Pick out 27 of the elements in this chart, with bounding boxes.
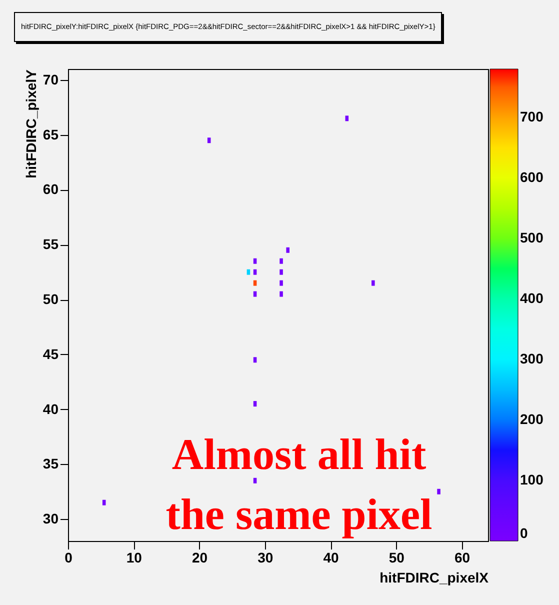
y-axis-title: hitFDIRC_pixelY	[22, 68, 39, 178]
y-tick-label: 50	[42, 291, 59, 308]
x-tick-label: 10	[126, 550, 142, 566]
color-bar-label: 700	[520, 108, 544, 124]
color-bar-label: 300	[520, 350, 544, 366]
annotation: Almost all hit the same pixel	[166, 430, 432, 540]
x-tick-label: 50	[388, 550, 405, 566]
y-tick-label: 55	[42, 236, 59, 252]
color-bar-label: 500	[520, 229, 544, 246]
color-bar-label: 200	[520, 410, 544, 427]
color-bar-label: 0	[520, 525, 528, 541]
color-bar-label: 400	[520, 290, 544, 306]
y-tick-label: 65	[42, 126, 59, 142]
y-tick-label: 45	[42, 346, 59, 362]
x-axis-title: hitFDIRC_pixelX	[380, 570, 490, 586]
y-tick-label: 70	[42, 71, 59, 88]
x-tick-label: 60	[454, 550, 470, 566]
color-bar-label: 600	[520, 168, 544, 185]
x-tick-label: 40	[323, 550, 339, 566]
x-tick-label: 20	[192, 550, 208, 566]
y-tick-label: 35	[42, 456, 59, 472]
x-tick-label: 30	[258, 550, 274, 566]
color-bar-label: 100	[520, 471, 544, 488]
y-tick-label: 30	[42, 510, 59, 527]
y-tick-label: 40	[42, 400, 59, 417]
x-tick-label: 0	[64, 550, 73, 566]
y-tick-label: 60	[42, 181, 59, 198]
